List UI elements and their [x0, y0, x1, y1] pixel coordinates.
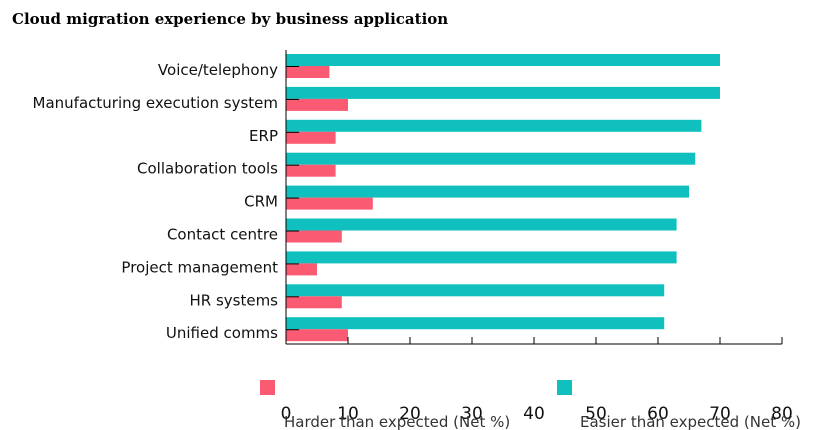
x-tick-label-6: 60 [647, 404, 669, 424]
bar-easier-4 [286, 185, 689, 198]
category-label-2: ERP [249, 127, 278, 145]
bar-easier-1 [286, 86, 720, 99]
x-tick-label-7: 70 [709, 404, 731, 424]
category-label-4: CRM [244, 193, 278, 211]
legend: Harder than expected (Net %) Easier than … [260, 380, 801, 430]
bar-easier-3 [286, 152, 696, 165]
chart-title: Cloud migration experience by business a… [12, 10, 449, 28]
bar-harder-7 [286, 296, 342, 309]
bar-harder-2 [286, 131, 336, 144]
category-labels: Voice/telephony Manufacturing execution s… [33, 61, 279, 342]
bar-easier-5 [286, 218, 677, 231]
bar-easier-0 [286, 54, 720, 66]
category-label-7: HR systems [189, 291, 278, 309]
bar-easier-2 [286, 119, 702, 132]
x-tick-label-5: 50 [585, 404, 607, 424]
x-tick-label-2: 20 [399, 404, 421, 424]
x-tick-label-1: 10 [337, 404, 359, 424]
legend-easier-swatch [557, 380, 572, 395]
x-ticks: 0 10 20 30 40 50 60 70 80 [281, 337, 793, 424]
legend-easier-label: Easier than expected (Net %) [580, 413, 801, 430]
category-label-3: Collaboration tools [137, 160, 278, 178]
category-label-8: Unified comms [166, 324, 278, 342]
bar-easier-7 [286, 284, 665, 297]
bar-harder-5 [286, 230, 342, 243]
x-tick-label-4: 40 [523, 404, 545, 424]
category-label-5: Contact centre [167, 226, 278, 244]
bar-harder-4 [286, 197, 373, 210]
category-label-0: Voice/telephony [158, 61, 278, 79]
bars-group [286, 54, 720, 342]
bar-harder-8 [286, 329, 348, 342]
x-tick-label-0: 0 [281, 404, 292, 424]
x-tick-label-8: 80 [771, 404, 793, 424]
bar-harder-3 [286, 164, 336, 177]
legend-harder-swatch [260, 380, 275, 395]
bar-easier-8 [286, 317, 665, 330]
x-tick-label-3: 30 [461, 404, 483, 424]
bar-harder-6 [286, 263, 317, 276]
bar-harder-0 [286, 66, 330, 78]
category-label-6: Project management [121, 258, 278, 276]
bar-harder-1 [286, 98, 348, 111]
legend-harder-label: Harder than expected (Net %) [284, 413, 510, 430]
bar-easier-6 [286, 251, 677, 264]
category-label-1: Manufacturing execution system [33, 94, 278, 112]
